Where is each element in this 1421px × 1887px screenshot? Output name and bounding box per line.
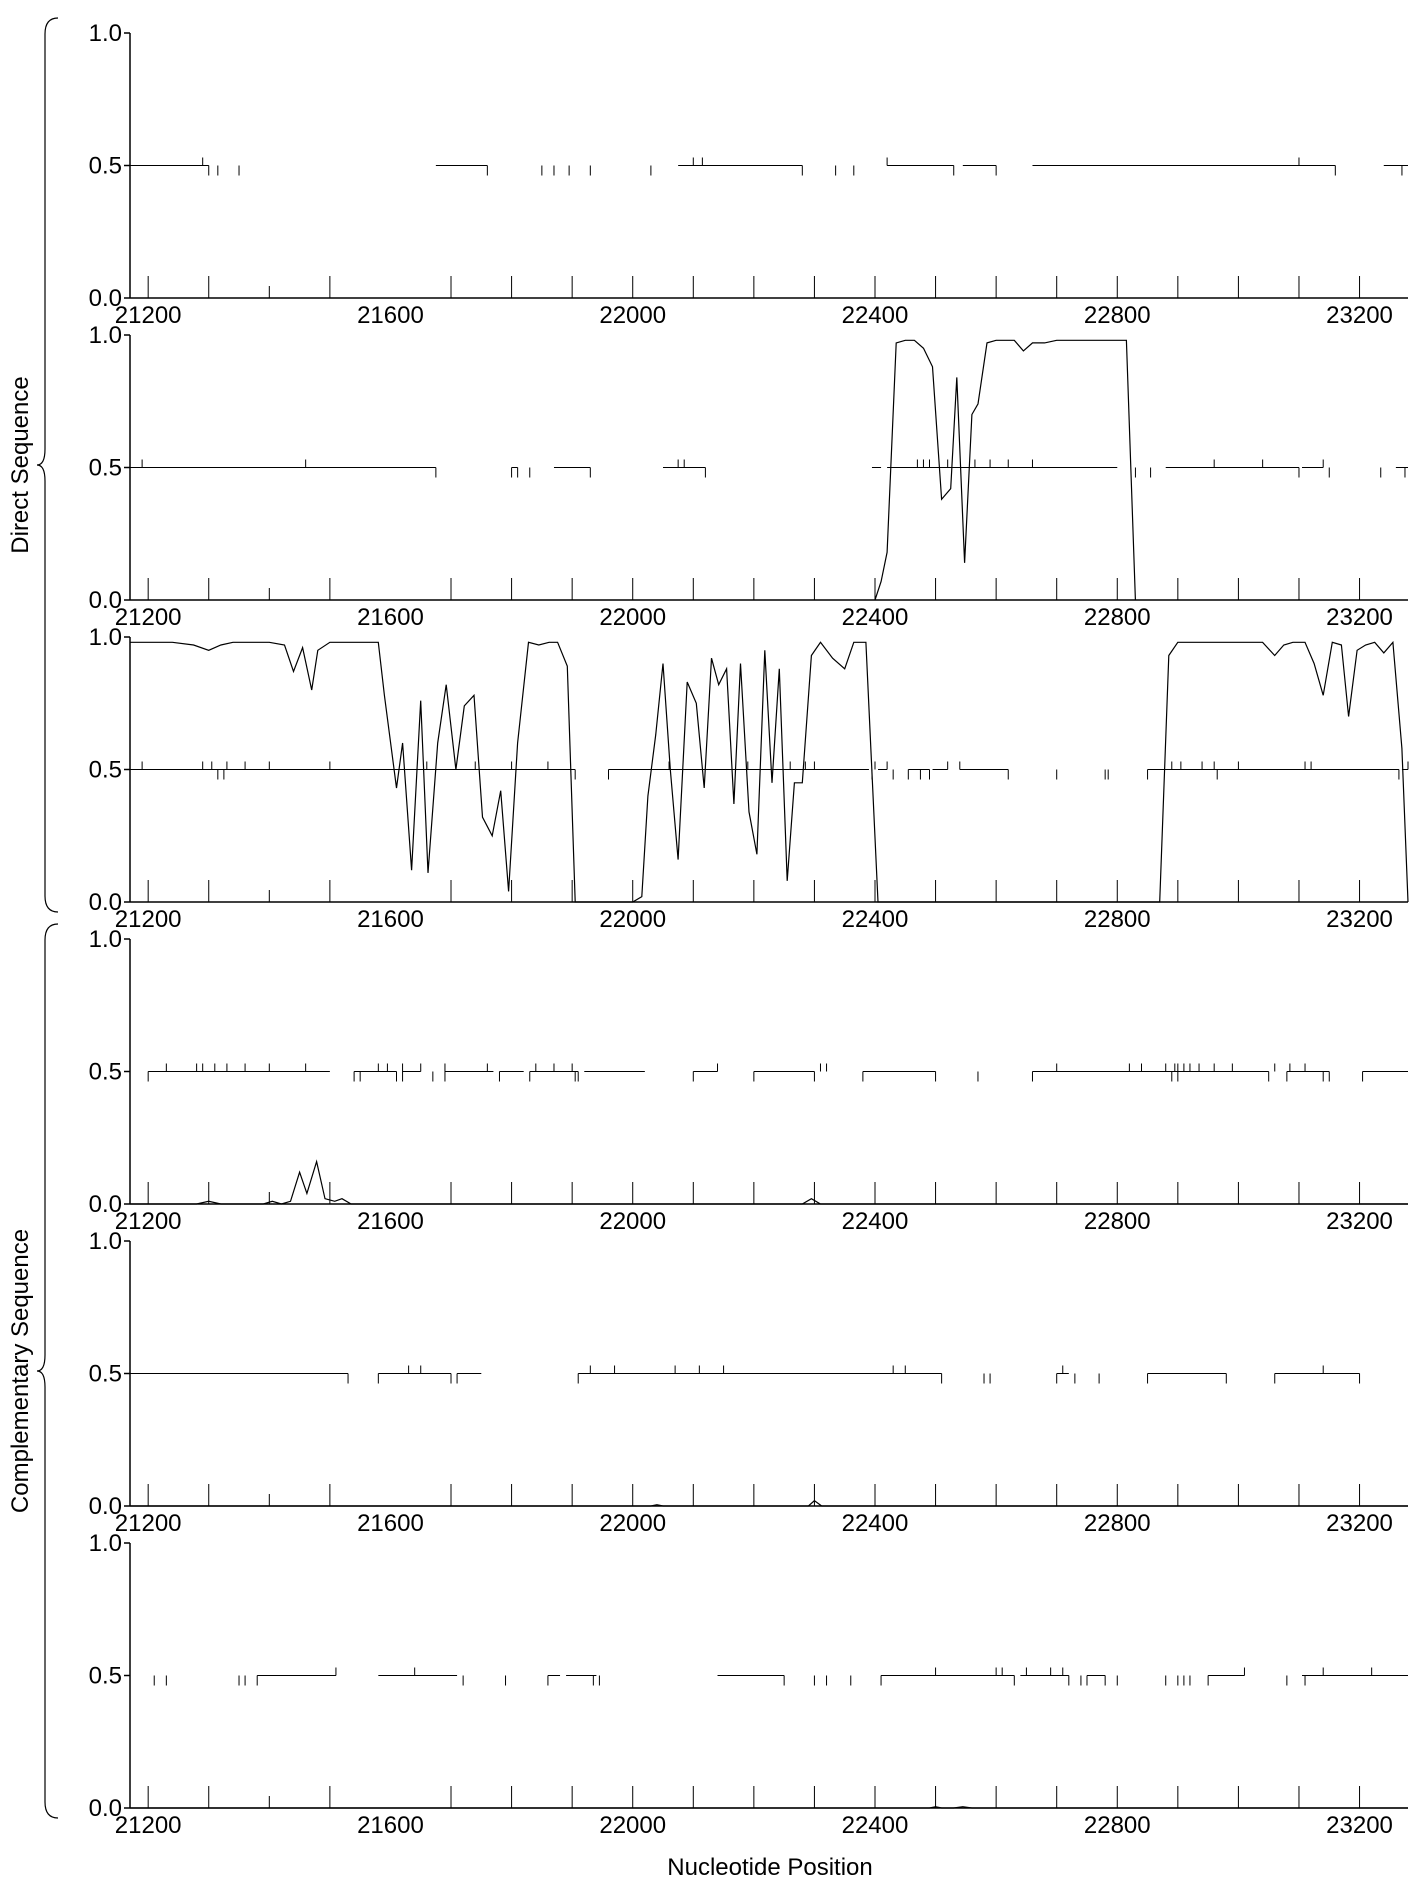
series-line bbox=[130, 1806, 1408, 1809]
group-label: Complementary Sequence bbox=[7, 1229, 34, 1513]
x-tick-label: 22000 bbox=[599, 302, 666, 329]
y-tick-label: 1.0 bbox=[89, 624, 122, 651]
x-tick-label: 22000 bbox=[599, 1208, 666, 1235]
y-tick-label: 0.5 bbox=[89, 1059, 122, 1086]
x-tick-label: 21600 bbox=[357, 906, 424, 933]
y-tick-label: 0.0 bbox=[89, 587, 122, 614]
y-tick-label: 1.0 bbox=[89, 322, 122, 349]
x-tick-label: 23200 bbox=[1326, 1208, 1393, 1235]
x-tick-label: 21600 bbox=[357, 302, 424, 329]
y-tick-label: 0.0 bbox=[89, 889, 122, 916]
y-tick-label: 1.0 bbox=[89, 926, 122, 953]
x-tick-label: 23200 bbox=[1326, 1812, 1393, 1839]
series-line bbox=[874, 339, 1136, 601]
panel-5: 0.0 0.5 1.0 21200 21600 22000 22400 22800 23200 bbox=[89, 1228, 1408, 1537]
y-tick-label: 0.5 bbox=[89, 757, 122, 784]
x-tick-label: 22400 bbox=[842, 1208, 909, 1235]
x-tick-label: 21200 bbox=[115, 906, 182, 933]
y-tick-label: 0.5 bbox=[89, 153, 122, 180]
x-tick-label: 22400 bbox=[842, 1812, 909, 1839]
series-line bbox=[130, 1159, 1408, 1205]
x-tick-label: 22800 bbox=[1084, 1208, 1151, 1235]
x-tick-label: 23200 bbox=[1326, 906, 1393, 933]
x-tick-label: 21200 bbox=[115, 1812, 182, 1839]
panel-3: 0.0 0.5 1.0 21200 21600 22000 22400 22800 23200 bbox=[89, 624, 1409, 933]
x-tick-label: 21600 bbox=[357, 604, 424, 631]
x-tick-label: 23200 bbox=[1326, 604, 1393, 631]
x-tick-label: 21200 bbox=[115, 302, 182, 329]
x-tick-label: 21600 bbox=[357, 1812, 424, 1839]
y-tick-label: 0.0 bbox=[89, 285, 122, 312]
x-tick-label: 21200 bbox=[115, 1208, 182, 1235]
y-tick-label: 0.5 bbox=[89, 1361, 122, 1388]
x-tick-label: 21200 bbox=[115, 604, 182, 631]
group-brace bbox=[36, 17, 59, 913]
x-tick-label: 22800 bbox=[1084, 906, 1151, 933]
x-tick-label: 22800 bbox=[1084, 1812, 1151, 1839]
y-tick-label: 1.0 bbox=[89, 1530, 122, 1557]
x-tick-label: 22400 bbox=[842, 302, 909, 329]
series-line bbox=[130, 1499, 1408, 1507]
y-tick-label: 0.0 bbox=[89, 1795, 122, 1822]
x-tick-label: 21600 bbox=[357, 1510, 424, 1537]
x-tick-label: 22800 bbox=[1084, 1510, 1151, 1537]
x-tick-label: 22800 bbox=[1084, 604, 1151, 631]
x-tick-label: 23200 bbox=[1326, 1510, 1393, 1537]
x-tick-label: 23200 bbox=[1326, 302, 1393, 329]
x-axis-title: Nucleotide Position bbox=[667, 1854, 872, 1881]
group-brace bbox=[36, 923, 59, 1819]
panel-6: 0.0 0.5 1.0 21200 21600 22000 22400 22800 23200 bbox=[89, 1530, 1408, 1839]
y-tick-label: 1.0 bbox=[89, 1228, 122, 1255]
x-tick-label: 22800 bbox=[1084, 302, 1151, 329]
y-tick-label: 0.5 bbox=[89, 455, 122, 482]
x-tick-label: 22000 bbox=[599, 604, 666, 631]
x-tick-label: 22000 bbox=[599, 906, 666, 933]
x-tick-label: 21200 bbox=[115, 1510, 182, 1537]
x-tick-label: 22000 bbox=[599, 1510, 666, 1537]
y-tick-label: 0.5 bbox=[89, 1663, 122, 1690]
x-tick-label: 22000 bbox=[599, 1812, 666, 1839]
y-tick-label: 0.0 bbox=[89, 1191, 122, 1218]
x-tick-label: 22400 bbox=[842, 604, 909, 631]
panel-2: 0.0 0.5 1.0 21200 21600 22000 22400 22800 23200 bbox=[89, 322, 1408, 631]
y-tick-label: 1.0 bbox=[89, 20, 122, 47]
x-tick-label: 22400 bbox=[842, 906, 909, 933]
group-braces: Direct Sequence Complementary Sequence bbox=[7, 17, 59, 1819]
panel-1: 0.0 0.5 1.0 21200 21600 22000 22400 22800 23200 bbox=[89, 20, 1408, 329]
group-label: Direct Sequence bbox=[7, 376, 34, 553]
x-tick-label: 21600 bbox=[357, 1208, 424, 1235]
series-line bbox=[130, 640, 1409, 903]
panel-4: 0.0 0.5 1.0 21200 21600 22000 22400 22800 23200 bbox=[89, 926, 1408, 1235]
y-tick-label: 0.0 bbox=[89, 1493, 122, 1520]
x-tick-label: 22400 bbox=[842, 1510, 909, 1537]
